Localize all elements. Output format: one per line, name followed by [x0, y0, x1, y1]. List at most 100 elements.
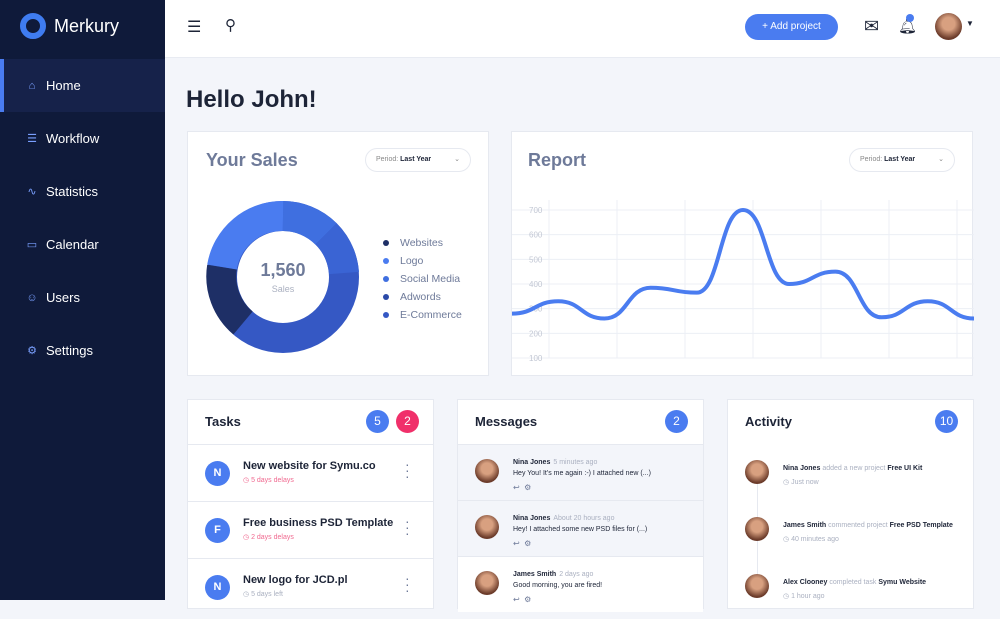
logo-icon: [20, 13, 46, 39]
activity-target[interactable]: Symu Website: [878, 579, 926, 586]
sales-total: 1,560: [260, 260, 305, 280]
legend-label: Websites: [400, 237, 443, 249]
sidebar-item-label: Statistics: [46, 184, 98, 199]
app-name: Merkury: [54, 16, 119, 37]
activity-time: 1 hour ago: [791, 593, 824, 600]
more-options-icon[interactable]: ···: [405, 575, 409, 593]
sender-name: Nina Jones: [513, 459, 550, 466]
sidebar-item-home[interactable]: ⌂ Home: [0, 59, 165, 112]
activity-item: Alex Clooney completed task Symu Website…: [728, 562, 973, 619]
add-project-button[interactable]: + Add project: [745, 14, 838, 40]
message-time: About 20 hours ago: [553, 515, 614, 522]
sender-name: James Smith: [513, 571, 556, 578]
legend-label: Logo: [400, 255, 423, 267]
legend-label: Adwords: [400, 291, 441, 303]
page-title: Hello John!: [186, 86, 317, 114]
gear-icon[interactable]: ⚙: [524, 483, 531, 492]
message-text: Hey! I attached some new PSD files for (…: [513, 526, 647, 533]
messages-title: Messages: [475, 414, 537, 429]
task-item[interactable]: F Free business PSD Template ◷ 2 days de…: [188, 501, 433, 558]
search-icon[interactable]: ⚲: [225, 16, 236, 34]
workflow-icon: ☰: [26, 133, 38, 145]
task-avatar: N: [205, 575, 230, 600]
sidebar-item-workflow[interactable]: ☰Workflow: [0, 112, 165, 165]
sender-avatar: [475, 515, 499, 539]
activity-time: 40 minutes ago: [791, 536, 839, 543]
activity-item: Nina Jones added a new project Free UI K…: [728, 448, 973, 505]
chevron-down-icon: ⌄: [454, 149, 460, 171]
activity-badge: 10: [935, 410, 958, 433]
activity-user: Nina Jones: [783, 465, 820, 472]
y-tick-label: 700: [529, 206, 543, 215]
menu-collapse-icon[interactable]: ☰: [187, 17, 201, 37]
user-avatar[interactable]: [935, 13, 962, 40]
sidebar-item-calendar[interactable]: ▭Calendar: [0, 218, 165, 271]
logo[interactable]: Merkury: [0, 0, 165, 52]
clock-icon: ◷: [243, 591, 249, 598]
legend-dot: [383, 312, 389, 318]
task-title: New logo for JCD.pl: [243, 574, 348, 586]
clock-icon: ◷: [243, 477, 249, 484]
reply-icon[interactable]: ↩: [513, 539, 520, 548]
task-status: ◷ 2 days delays: [243, 533, 294, 541]
tasks-late-badge: 2: [396, 410, 419, 433]
header: ☰ ⚲ + Add project ✉ 🔔︎ ▼: [165, 0, 1000, 58]
home-icon: ⌂: [26, 80, 38, 92]
y-tick-label: 500: [529, 255, 543, 264]
activity-target[interactable]: Free UI Kit: [887, 465, 922, 472]
activity-target[interactable]: Free PSD Template: [890, 522, 953, 529]
clock-icon: ◷: [243, 534, 249, 541]
activity-item: James Smith commented project Free PSD T…: [728, 505, 973, 562]
legend-item: Adwords: [383, 288, 462, 306]
y-tick-label: 200: [529, 329, 543, 338]
more-options-icon[interactable]: ···: [405, 461, 409, 479]
task-item[interactable]: N New logo for JCD.pl ◷ 5 days left ···: [188, 558, 433, 615]
chevron-down-icon[interactable]: ▼: [966, 19, 974, 28]
mail-icon[interactable]: ✉: [864, 16, 879, 37]
sidebar-item-users[interactable]: ☺Users: [0, 271, 165, 324]
tasks-count-badge: 5: [366, 410, 389, 433]
sales-card: Your Sales Period: Last Year⌄ 1,560 Sale…: [187, 131, 489, 376]
task-title: Free business PSD Template: [243, 517, 393, 529]
task-status: ◷ 5 days left: [243, 590, 283, 598]
user-avatar: [745, 460, 769, 484]
user-avatar: [745, 517, 769, 541]
gear-icon[interactable]: ⚙: [524, 539, 531, 548]
more-options-icon[interactable]: ···: [405, 518, 409, 536]
activity-user: Alex Clooney: [783, 579, 827, 586]
sidebar-item-label: Users: [46, 290, 80, 305]
slice-social-media-2: [326, 234, 344, 273]
bell-icon[interactable]: 🔔︎: [898, 17, 917, 35]
sales-period-select[interactable]: Period: Last Year⌄: [365, 148, 471, 172]
sidebar-item-settings[interactable]: ⚙Settings: [0, 324, 165, 377]
task-status: ◷ 5 days delays: [243, 476, 294, 484]
y-tick-label: 400: [529, 280, 543, 289]
legend-dot: [383, 276, 389, 282]
reply-icon[interactable]: ↩: [513, 483, 520, 492]
task-title: New website for Symu.co: [243, 460, 376, 472]
user-avatar: [745, 574, 769, 598]
tasks-card: Tasks 5 2 N New website for Symu.co ◷ 5 …: [187, 399, 434, 609]
legend-item: Websites: [383, 234, 462, 252]
gear-icon: ⚙: [26, 345, 38, 357]
slice-websites: [221, 267, 243, 323]
clock-icon: ◷: [783, 536, 789, 543]
sidebar-item-statistics[interactable]: ∿ Statistics: [0, 165, 165, 218]
donut-chart: 1,560 Sales: [206, 200, 360, 354]
message-time: 5 minutes ago: [553, 459, 597, 466]
calendar-icon: ▭: [26, 239, 38, 251]
task-status-text: 2 days delays: [251, 534, 294, 541]
sidebar-item-label: Home: [46, 78, 81, 93]
y-tick-label: 600: [529, 231, 543, 240]
tasks-title: Tasks: [205, 414, 241, 429]
statistics-icon: ∿: [26, 186, 38, 198]
task-item[interactable]: N New website for Symu.co ◷ 5 days delay…: [188, 444, 433, 501]
legend-dot: [383, 294, 389, 300]
activity-action: commented project: [828, 522, 888, 529]
activity-action: completed task: [829, 579, 876, 586]
messages-badge: 2: [665, 410, 688, 433]
